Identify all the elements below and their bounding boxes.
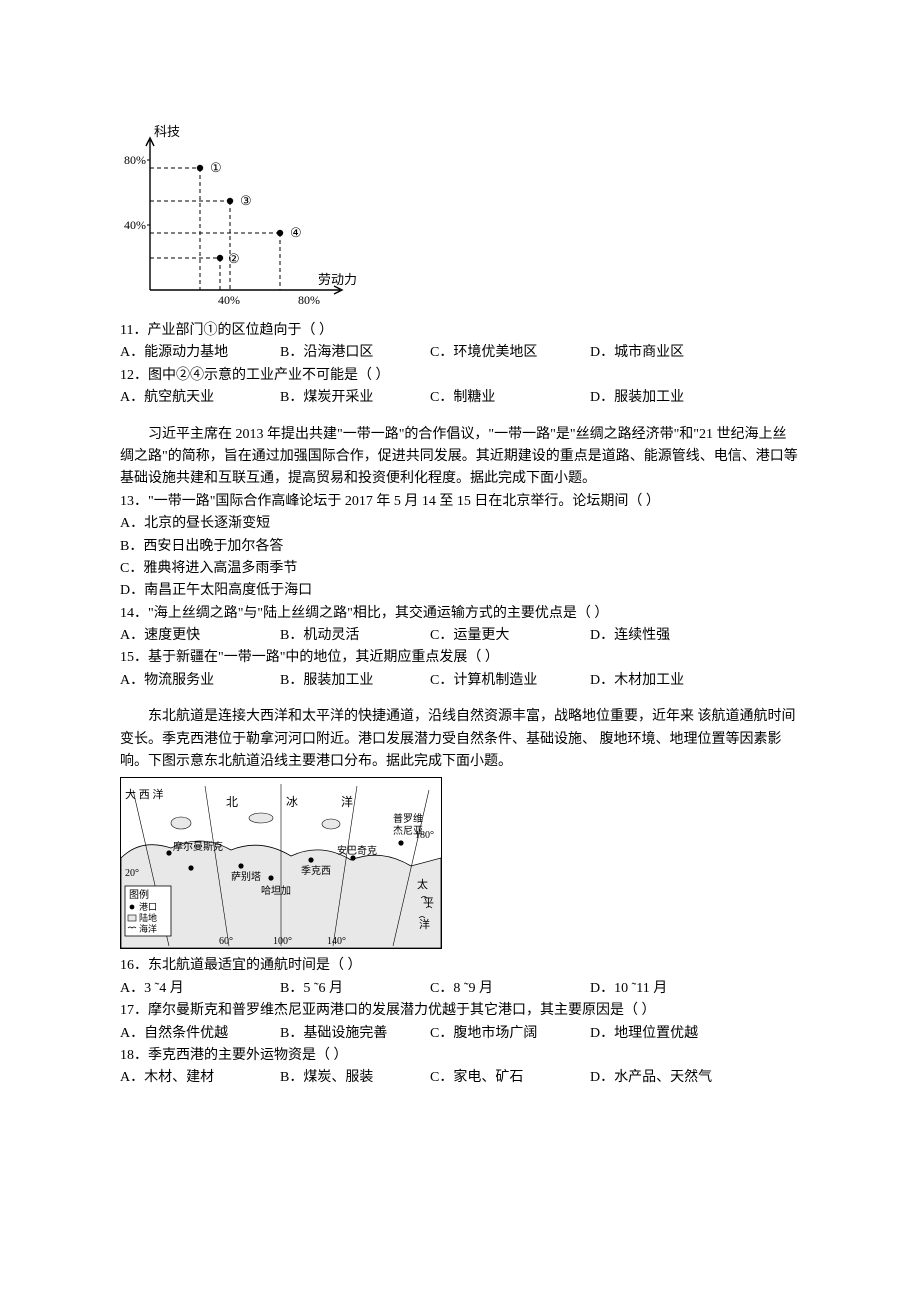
map-lon-180: 180° (415, 830, 434, 841)
q14-stem: 14．"海上丝绸之路"与"陆上丝绸之路"相比，其交通运输方式的主要优点是（ ） (120, 603, 800, 625)
map-label-arctic-ice: 冰 (286, 795, 298, 809)
map-label-ambarchik: 安巴奇克 (337, 844, 377, 857)
q16-options: A．3 ˜4 月 B．5 ˜6 月 C．8 ˜9 月 D．10 ˜11 月 (120, 978, 800, 1000)
q13-opt-b: B．西安日出晚于加尔各答 (120, 536, 800, 558)
svg-text:平: 平 (423, 897, 434, 909)
spacer (120, 692, 800, 706)
x-axis-label: 劳动力 (318, 272, 357, 287)
map-label-atlantic: 大 西 洋 (125, 787, 164, 801)
passage-3: 东北航道是连接大西洋和太平洋的快捷通道，沿线自然资源丰富，战略地位重要，近年来 … (120, 706, 800, 773)
map-lon-20: 20° (125, 868, 139, 879)
q11-options: A．能源动力基地 B．沿海港口区 C．环境优美地区 D．城市商业区 (120, 342, 800, 364)
q12-stem: 12．图中②④示意的工业产业不可能是（ ） (120, 365, 800, 387)
y-axis-label: 科技 (154, 124, 180, 139)
passage-2: 习近平主席在 2013 年提出共建"一带一路"的合作倡议，"一带一路"是"丝绸之… (120, 424, 800, 491)
q16-opt-d: D．10 ˜11 月 (590, 978, 740, 1000)
map-legend-land: 陆地 (139, 912, 157, 923)
q16-opt-b: B．5 ˜6 月 (280, 978, 430, 1000)
x-tick-80: 80% (298, 293, 320, 307)
q16-opt-c: C．8 ˜9 月 (430, 978, 590, 1000)
q13-opt-a: A．北京的昼长逐渐变短 (120, 513, 800, 535)
q15-stem: 15．基于新疆在"一带一路"中的地位，其近期应重点发展（ ） (120, 647, 800, 669)
q18-options: A．木材、建材 B．煤炭、服装 C．家电、矿石 D．水产品、天然气 (120, 1067, 800, 1089)
map-lon-140: 140° (327, 936, 346, 947)
q11-opt-a: A．能源动力基地 (120, 342, 280, 364)
q17-opt-b: B．基础设施完善 (280, 1023, 430, 1045)
map-label-khatanga: 哈坦加 (261, 884, 291, 897)
q14-opt-c: C．运量更大 (430, 625, 590, 647)
map-label-murmansk: 摩尔曼斯克 (173, 840, 223, 853)
point-4-label: ④ (290, 225, 302, 240)
q14-opt-a: A．速度更快 (120, 625, 280, 647)
q17-opt-a: A．自然条件优越 (120, 1023, 280, 1045)
map-lon-60: 60° (219, 936, 233, 947)
q18-stem: 18．季克西港的主要外运物资是（ ） (120, 1045, 800, 1067)
q16-stem: 16．东北航道最适宜的通航时间是（ ） (120, 955, 800, 977)
q18-opt-d: D．水产品、天然气 (590, 1067, 740, 1089)
y-tick-80: 80% (124, 153, 146, 167)
map-label-arctic-o: 洋 (341, 794, 353, 809)
map-label-tiksi: 季克西 (301, 865, 331, 877)
q17-stem: 17．摩尔曼斯克和普罗维杰尼亚两港口的发展潜力优越于其它港口，其主要原因是（ ） (120, 1000, 800, 1022)
svg-text:洋: 洋 (419, 917, 430, 931)
q14-opt-d: D．连续性强 (590, 625, 740, 647)
q11-stem: 11．产业部门①的区位趋向于（ ） (120, 320, 800, 342)
map-legend-port: 港口 (139, 901, 157, 912)
q17-opt-c: C．腹地市场广阔 (430, 1023, 590, 1045)
map-label-providenia1: 普罗维 (393, 812, 423, 825)
q14-opt-b: B．机动灵活 (280, 625, 430, 647)
q13-opt-d: D．南昌正午太阳高度低于海口 (120, 580, 800, 602)
map-northeast-passage: 大 西 洋 北 冰 洋 摩尔曼斯克 萨别塔 哈坦加 季克西 安巴奇克 普罗维 杰… (120, 777, 442, 949)
q13-opt-c: C．雅典将进入高温多雨季节 (120, 558, 800, 580)
point-3-label: ③ (240, 193, 252, 208)
q15-opt-a: A．物流服务业 (120, 670, 280, 692)
q11-opt-d: D．城市商业区 (590, 342, 740, 364)
q15-options: A．物流服务业 B．服装加工业 C．计算机制造业 D．木材加工业 (120, 670, 800, 692)
chart-tech-labor: 80% 40% 科技 劳动力 40% 80% ① ③ ④ (120, 120, 360, 310)
q15-opt-d: D．木材加工业 (590, 670, 740, 692)
q18-opt-a: A．木材、建材 (120, 1067, 280, 1089)
q11-opt-b: B．沿海港口区 (280, 342, 430, 364)
map-label-pacific-top: 太 (417, 878, 428, 891)
x-tick-40: 40% (218, 293, 240, 307)
q17-options: A．自然条件优越 B．基础设施完善 C．腹地市场广阔 D．地理位置优越 (120, 1023, 800, 1045)
q14-options: A．速度更快 B．机动灵活 C．运量更大 D．连续性强 (120, 625, 800, 647)
map-label-arctic-n: 北 (226, 795, 238, 809)
map-legend-sea: 海洋 (139, 923, 157, 934)
y-tick-40: 40% (124, 218, 146, 232)
map-label-sabetta: 萨别塔 (231, 870, 261, 883)
point-1-label: ① (210, 160, 222, 175)
q18-opt-b: B．煤炭、服装 (280, 1067, 430, 1089)
map-lon-100: 100° (273, 936, 292, 947)
page: 80% 40% 科技 劳动力 40% 80% ① ③ ④ (0, 0, 920, 1170)
q12-opt-a: A．航空航天业 (120, 387, 280, 409)
q15-opt-c: C．计算机制造业 (430, 670, 590, 692)
q13-stem: 13．"一带一路"国际合作高峰论坛于 2017 年 5 月 14 至 15 日在… (120, 491, 800, 513)
q12-opt-b: B．煤炭开采业 (280, 387, 430, 409)
map-legend-title: 图例 (129, 888, 149, 901)
q12-opt-c: C．制糖业 (430, 387, 590, 409)
q12-options: A．航空航天业 B．煤炭开采业 C．制糖业 D．服装加工业 (120, 387, 800, 409)
point-2-label: ② (228, 251, 240, 266)
q16-opt-a: A．3 ˜4 月 (120, 978, 280, 1000)
q17-opt-d: D．地理位置优越 (590, 1023, 740, 1045)
q12-opt-d: D．服装加工业 (590, 387, 740, 409)
q15-opt-b: B．服装加工业 (280, 670, 430, 692)
spacer (120, 410, 800, 424)
q18-opt-c: C．家电、矿石 (430, 1067, 590, 1089)
q11-opt-c: C．环境优美地区 (430, 342, 590, 364)
